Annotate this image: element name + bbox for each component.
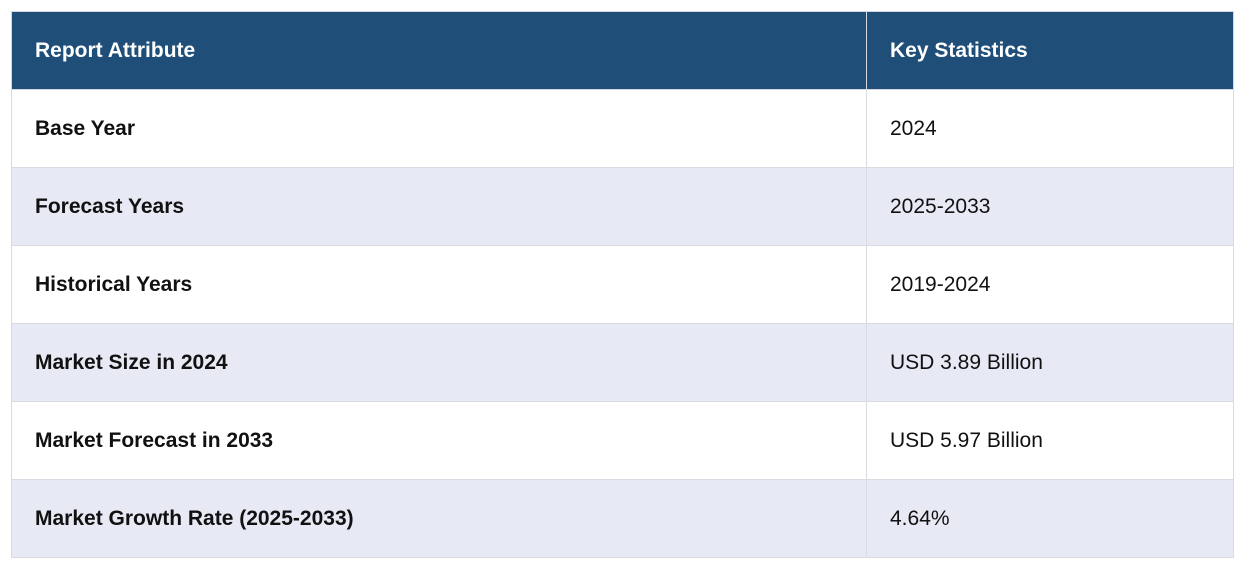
row-attribute-cell: Market Forecast in 2033 [11,401,867,480]
table-row: Base Year 2024 [11,89,1234,168]
column-header-report-attribute: Report Attribute [11,11,867,90]
table-row: Historical Years 2019-2024 [11,245,1234,324]
row-value-cell: 2019-2024 [866,245,1234,324]
row-value-cell: USD 3.89 Billion [866,323,1234,402]
row-value-cell: USD 5.97 Billion [866,401,1234,480]
row-attribute-cell: Market Size in 2024 [11,323,867,402]
report-attributes-table: Report Attribute Key Statistics Base Yea… [11,11,1234,558]
table-row: Market Growth Rate (2025-2033) 4.64% [11,479,1234,558]
row-attribute-cell: Historical Years [11,245,867,324]
table-row: Forecast Years 2025-2033 [11,167,1234,246]
table-body: Base Year 2024 Forecast Years 2025-2033 … [11,89,1234,558]
row-value-cell: 2025-2033 [866,167,1234,246]
row-value-cell: 4.64% [866,479,1234,558]
table-row: Market Size in 2024 USD 3.89 Billion [11,323,1234,402]
row-attribute-cell: Forecast Years [11,167,867,246]
row-attribute-cell: Market Growth Rate (2025-2033) [11,479,867,558]
table-header: Report Attribute Key Statistics [11,11,1234,90]
header-row: Report Attribute Key Statistics [11,11,1234,90]
row-value-cell: 2024 [866,89,1234,168]
column-header-key-statistics: Key Statistics [866,11,1234,90]
row-attribute-cell: Base Year [11,89,867,168]
table-row: Market Forecast in 2033 USD 5.97 Billion [11,401,1234,480]
